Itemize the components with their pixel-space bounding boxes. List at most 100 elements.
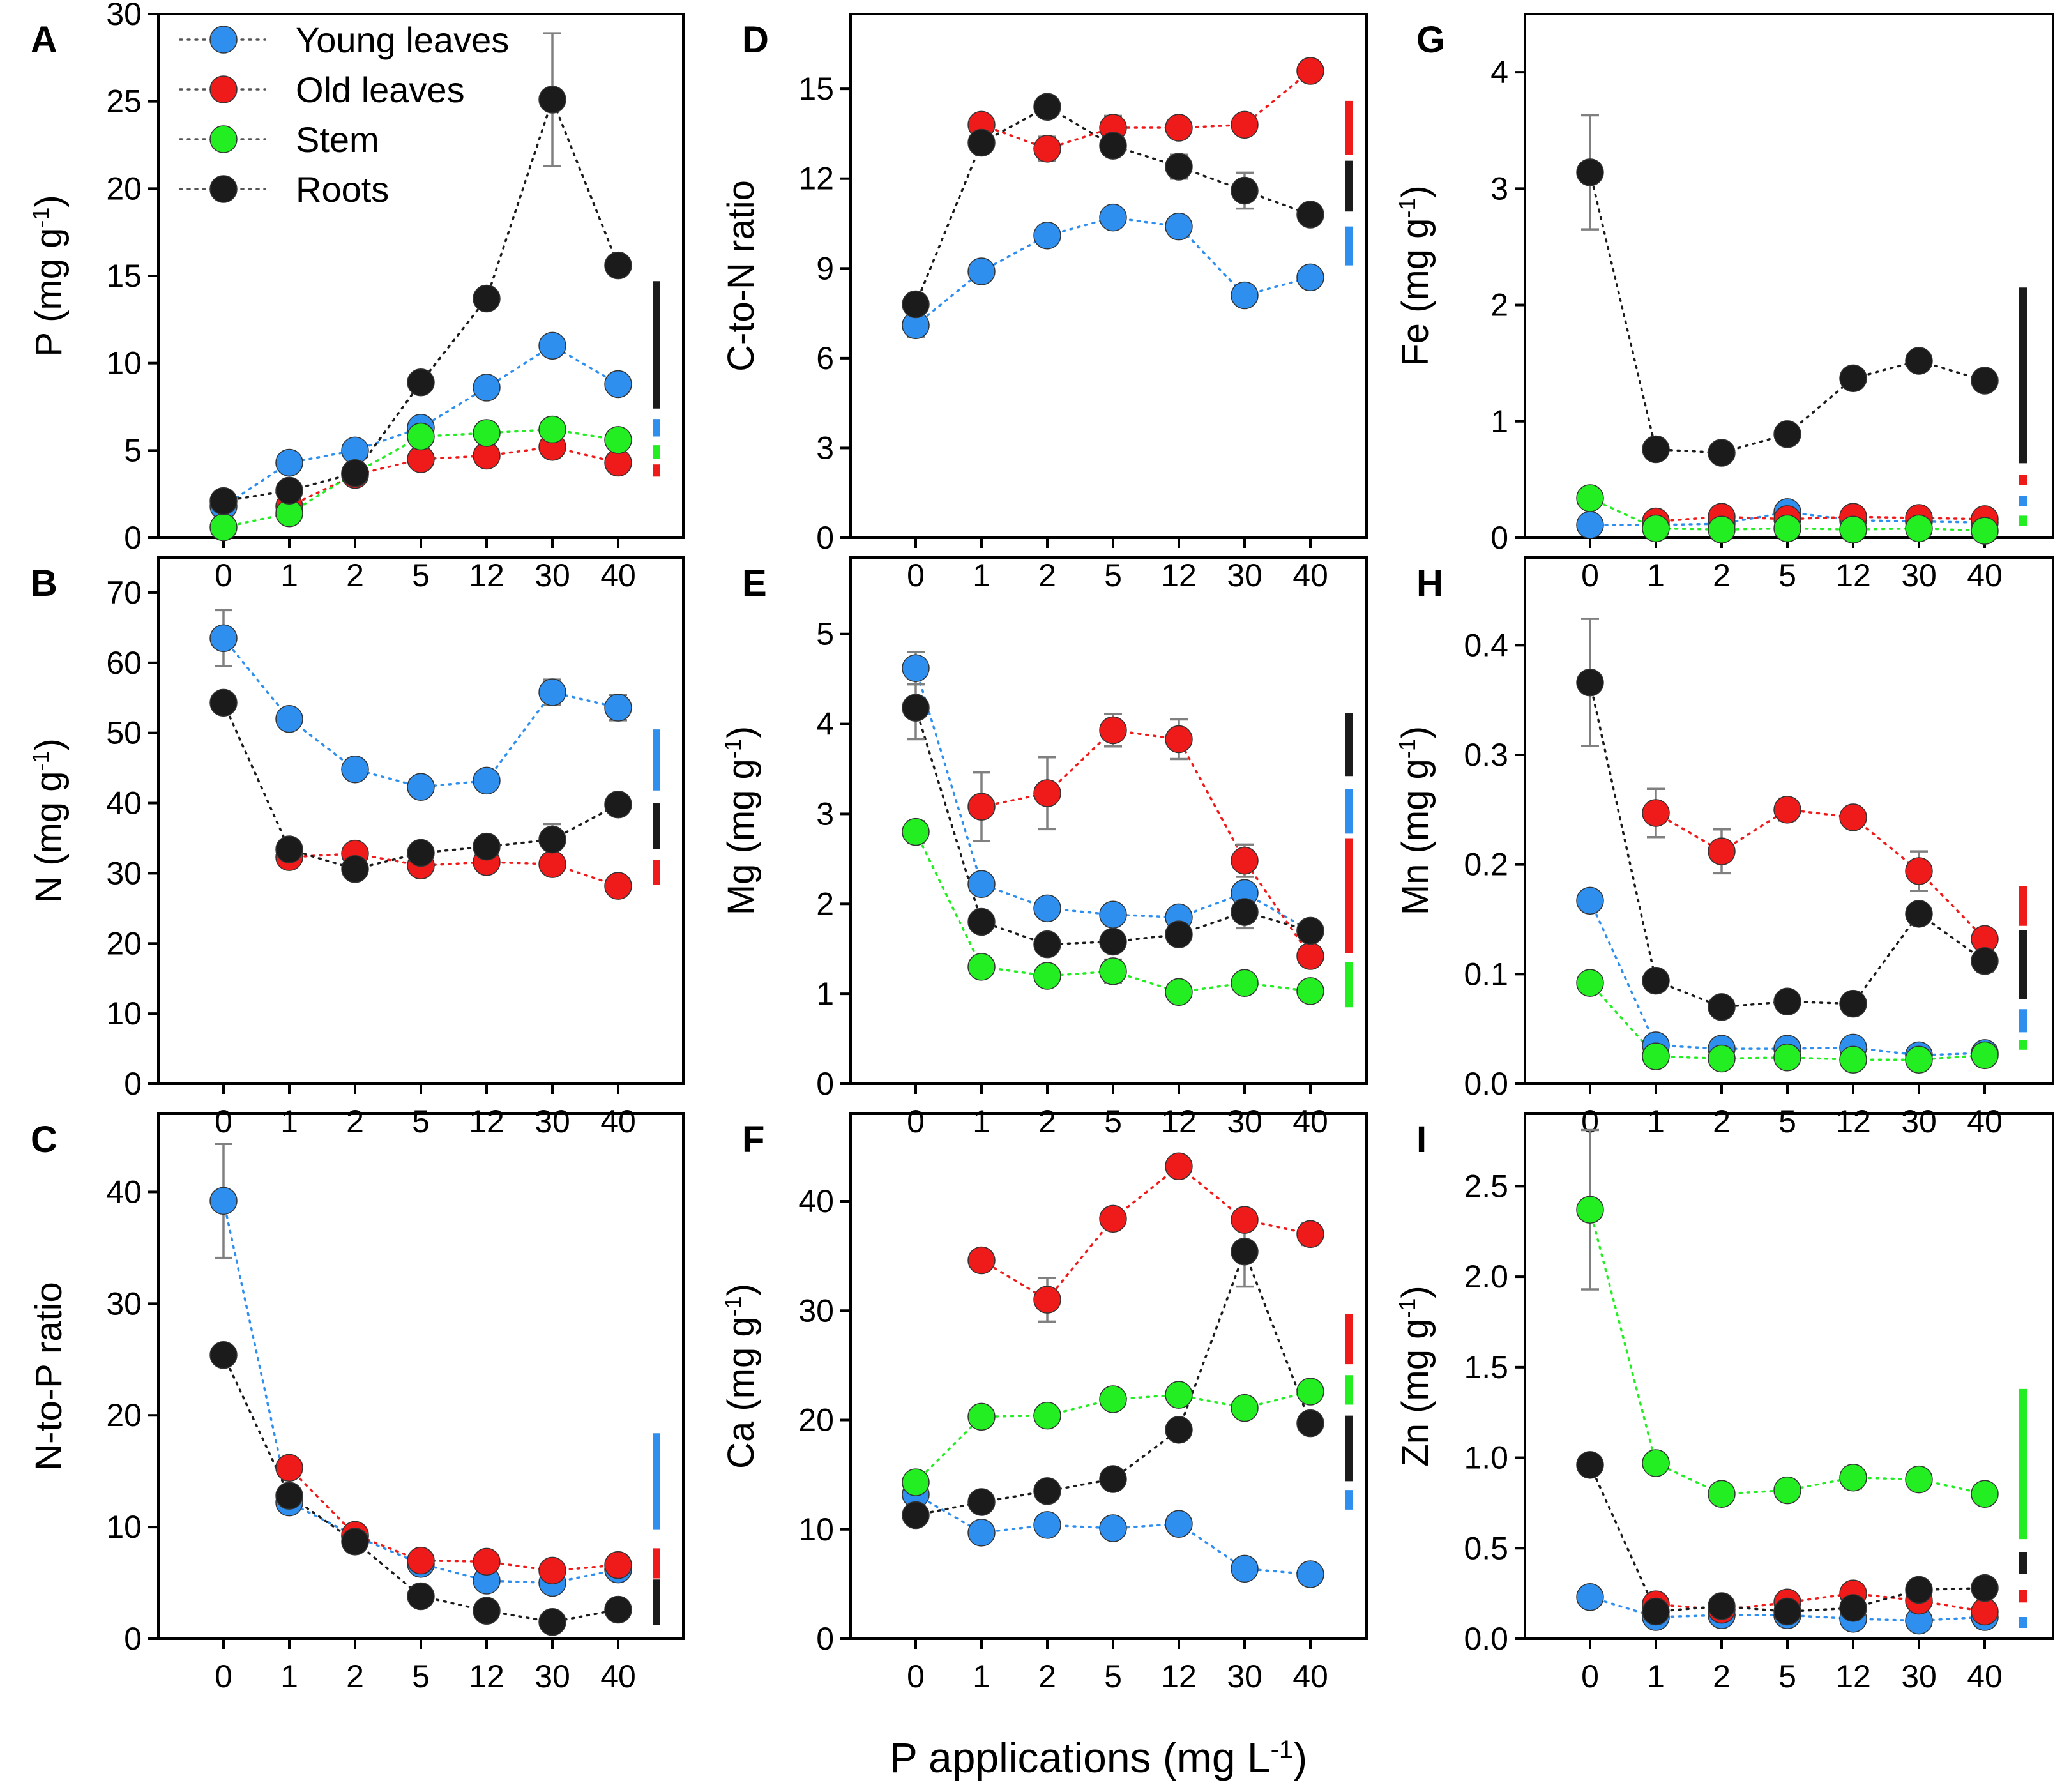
panel-i-stem-point	[1839, 1463, 1867, 1492]
panel-d-xtick-label: 30	[1227, 558, 1262, 593]
panel-e-roots-point	[1099, 927, 1127, 956]
panel-i-roots-point	[1642, 1597, 1670, 1626]
panel-b-young-point	[341, 756, 369, 784]
panel-h-stem-point	[1773, 1044, 1801, 1072]
panel-h-stem-point	[1839, 1045, 1867, 1074]
panel-e-roots-point	[967, 907, 996, 936]
panel-e-roots-point	[1165, 920, 1193, 948]
panel-f-xtick-label: 2	[1038, 1659, 1056, 1694]
panel-b-roots-point	[275, 835, 303, 863]
panel-h-roots-point	[1708, 993, 1736, 1021]
panel-e-ylabel: Mg (mg g-1)	[720, 726, 762, 915]
panel-e-old-line	[980, 729, 1312, 957]
panel-e-stem-point	[1099, 957, 1127, 985]
panel-i-ytick-label: 1.5	[1464, 1349, 1508, 1385]
panel-e-young-point	[967, 870, 996, 899]
panel-b-ytick-label: 10	[106, 996, 142, 1031]
panel-h-ytick-label: 0.3	[1464, 737, 1508, 773]
panel-h-stem-point	[1905, 1045, 1933, 1074]
panel-b-xtick-label: 30	[534, 1104, 570, 1139]
panel-g-xtick-label: 0	[1581, 558, 1599, 593]
panel-e-ylabel-sup: -1	[720, 738, 746, 759]
panel-c-xtick-label: 12	[469, 1659, 504, 1694]
panel-f-ylabel-main: Ca (mg g	[720, 1316, 762, 1469]
panel-f-young-point	[1165, 1510, 1193, 1538]
panel-f-xtick-label: 5	[1104, 1659, 1122, 1694]
panel-b-xtick-label: 1	[280, 1104, 298, 1139]
panel-g-stem-point	[1905, 514, 1933, 543]
panel-a-roots-point	[473, 284, 501, 313]
panel-f-ytick-label: 20	[798, 1402, 834, 1438]
panel-b-xtick-label: 5	[412, 1104, 430, 1139]
panel-h-old-point	[1708, 837, 1736, 865]
panel-c-roots-point	[275, 1482, 303, 1510]
panel-e-ytick-label: 5	[816, 616, 834, 652]
panel-a-xtick-label: 0	[215, 558, 232, 593]
panel-g-ylabel: Fe (mg g-1)	[1394, 185, 1437, 366]
panel-b-letter: B	[31, 563, 57, 604]
panel-g-roots-point	[1642, 435, 1670, 464]
panel-c-ytick-label: 30	[106, 1286, 142, 1321]
panel-a-ytick-label: 30	[106, 0, 142, 32]
panel-f-xtick-label: 30	[1227, 1659, 1262, 1694]
panel-e-xtick-label: 30	[1227, 1104, 1262, 1139]
legend-marker	[209, 125, 238, 153]
panel-h-letter: H	[1416, 563, 1443, 604]
panel-d-xtick-label: 40	[1292, 558, 1328, 593]
panel-f-old-point	[1099, 1204, 1127, 1233]
panel-d-ytick-label: 0	[816, 520, 834, 556]
x-axis-title-main: P applications (mg L	[890, 1734, 1271, 1781]
panel-g-ytick-label: 2	[1490, 287, 1508, 323]
panel-f-xtick-label: 1	[973, 1659, 990, 1694]
panel-f-old-point	[1033, 1286, 1061, 1314]
panel-g-letter: G	[1416, 19, 1445, 61]
panel-h-roots-point	[1839, 989, 1867, 1018]
panel-d-xtick-label: 5	[1104, 558, 1122, 593]
panel-h-ytick-label: 0.0	[1464, 1066, 1508, 1102]
panel-d-ylabel-main: C-to-N ratio	[720, 180, 762, 372]
panel-a-xtick-label: 1	[280, 558, 298, 593]
panel-f-roots-point	[1165, 1416, 1193, 1444]
panel-i-old-line	[1655, 1592, 1986, 1613]
panel-d-old-point	[1033, 135, 1061, 163]
panel-f-roots-point	[902, 1501, 930, 1530]
panel-e-stem-point	[1165, 978, 1193, 1006]
panel-h-stem-point	[1642, 1042, 1670, 1070]
panel-h-xtick-label: 5	[1778, 1104, 1796, 1139]
panel-g-stem-point	[1642, 514, 1670, 543]
panel-a-young-point	[275, 448, 303, 477]
panel-f-stem-point	[1099, 1385, 1127, 1413]
panel-g-xtick-label: 2	[1713, 558, 1731, 593]
panel-c-old-point	[275, 1454, 303, 1482]
panel-c-roots-point	[473, 1597, 501, 1625]
legend-item-roots: Roots	[179, 169, 389, 209]
panel-b-ylabel: N (mg g-1)	[27, 738, 70, 903]
panel-i-roots-point	[1839, 1594, 1867, 1622]
panel-h-roots-point	[1905, 900, 1933, 928]
panel-d-xtick-label: 2	[1038, 558, 1056, 593]
panel-d-old-point	[1296, 57, 1324, 85]
panel-f-old-line	[980, 1164, 1312, 1302]
panel-e-xtick-label: 12	[1161, 1104, 1197, 1139]
panel-g-roots-point	[1839, 364, 1867, 393]
panel-i-ylabel: Zn (mg g-1)	[1394, 1286, 1437, 1466]
legend-marker	[209, 175, 238, 203]
legend-marker	[209, 26, 238, 54]
panel-a-young-point	[538, 331, 566, 360]
panel-c-roots-point	[604, 1595, 632, 1624]
panel-f-xtick-label: 12	[1161, 1659, 1197, 1694]
panel-f-ytick-label: 30	[798, 1293, 834, 1328]
panel-h-ylabel-main: Mn (mg g	[1395, 759, 1436, 915]
panel-f-ylabel-end: )	[720, 1284, 762, 1296]
panel-i-xtick-label: 2	[1713, 1659, 1731, 1694]
panel-i-ytick-label: 0.5	[1464, 1530, 1508, 1566]
panel-b-roots-point	[209, 688, 238, 717]
panel-h-ylabel-sup: -1	[1394, 738, 1420, 759]
panel-g-frame	[1524, 13, 2054, 539]
panel-b-roots-point	[407, 839, 435, 867]
panel-f-letter: F	[742, 1119, 764, 1160]
panel-b-xtick-label: 40	[600, 1104, 636, 1139]
panel-e-old-point	[1033, 779, 1061, 807]
